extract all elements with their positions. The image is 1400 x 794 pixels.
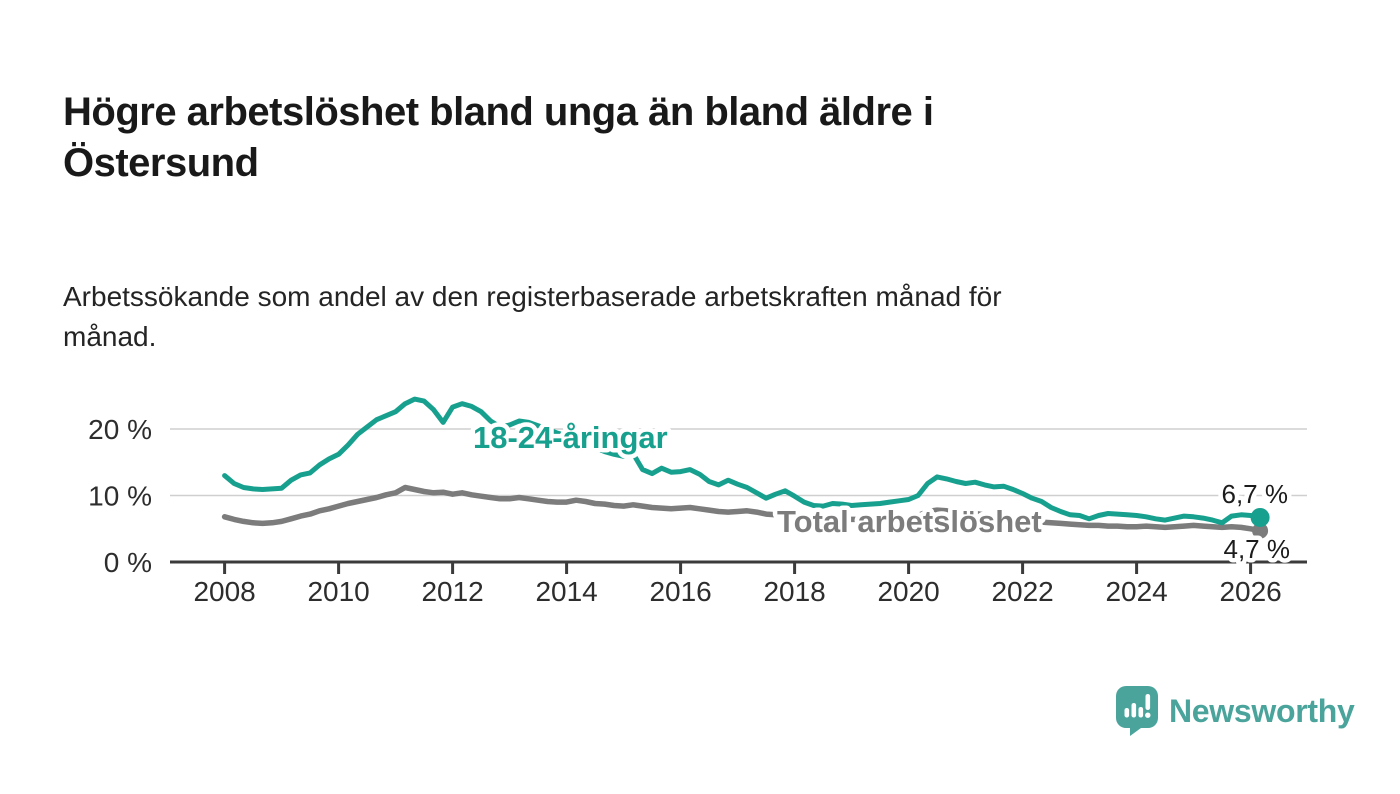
x-axis-label: 2016 <box>649 576 711 607</box>
series-line-youth <box>222 396 1263 526</box>
x-axis-label: 2010 <box>307 576 369 607</box>
speech-bubble-shape <box>1116 686 1158 736</box>
bar-chart-glyph <box>1124 694 1151 718</box>
y-axis-label: 10 % <box>88 481 152 512</box>
y-axis-labels: 0 % 10 % 20 % <box>88 414 152 578</box>
x-axis-label: 2012 <box>421 576 483 607</box>
title-line-1: Högre arbetslöshet bland unga än bland ä… <box>63 89 934 134</box>
series-line-total <box>221 484 1263 534</box>
end-value-label-youth: 6,7 % <box>1222 479 1289 509</box>
series-label-youth: 18-24-åringar <box>473 420 668 455</box>
end-value-label-total: 4,7 % <box>1224 534 1291 564</box>
unemployment-line-chart: 18-24-åringar Total arbetslöshet 6,7 % 4… <box>88 396 1307 607</box>
page-title: Högre arbetslöshet bland unga än bland ä… <box>63 87 1213 189</box>
x-axis <box>170 560 1307 574</box>
x-axis-label: 2024 <box>1105 576 1167 607</box>
title-line-2: Östersund <box>63 140 259 185</box>
x-axis-label: 2014 <box>535 576 597 607</box>
gridlines <box>170 428 1307 497</box>
series-lines <box>221 396 1263 534</box>
chart-subtitle: Arbetssökande som andel av den registerb… <box>63 277 1283 357</box>
subtitle-line-2: månad. <box>63 321 157 353</box>
y-axis-label: 20 % <box>88 414 152 445</box>
subtitle-line-1: Arbetssökande som andel av den registerb… <box>63 281 1002 312</box>
newsworthy-bubble-icon <box>1116 686 1158 736</box>
x-axis-label: 2020 <box>877 576 939 607</box>
x-axis-label: 2026 <box>1219 576 1281 607</box>
series-label-total: Total arbetslöshet <box>777 504 1042 539</box>
x-axis-label: 2022 <box>991 576 1053 607</box>
end-dot-youth <box>1250 507 1270 527</box>
y-axis-label: 0 % <box>104 547 152 578</box>
end-point-dots <box>1250 507 1270 539</box>
newsworthy-logo: Newsworthy <box>1116 685 1355 737</box>
end-dot-total <box>1252 522 1269 539</box>
x-axis-label: 2008 <box>193 576 255 607</box>
newsworthy-wordmark: Newsworthy <box>1169 692 1355 729</box>
x-axis-label: 2018 <box>763 576 825 607</box>
exclamation-dot <box>1145 712 1151 718</box>
x-axis-labels: 2008 2010 2012 2014 2016 2018 2020 2022 2024 2026 <box>193 576 1281 607</box>
exclamation-bar <box>1145 694 1151 710</box>
